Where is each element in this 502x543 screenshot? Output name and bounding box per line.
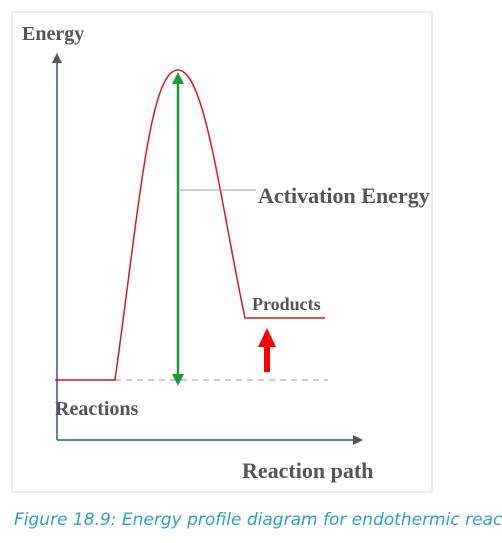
endothermic-arrow-head [258, 328, 276, 347]
energy-curve [55, 69, 325, 381]
endothermic-arrow-shaft [264, 345, 270, 372]
reactants-label: Reactions [55, 398, 139, 420]
figure-frame [11, 11, 433, 493]
y-axis-label: Energy [22, 23, 84, 45]
x-axis-label: Reaction path [242, 458, 373, 483]
caption: Figure 18.9: Energy profile diagram for … [14, 510, 502, 530]
products-label: Products [252, 294, 321, 314]
activation-label: Activation Energy [258, 183, 430, 208]
